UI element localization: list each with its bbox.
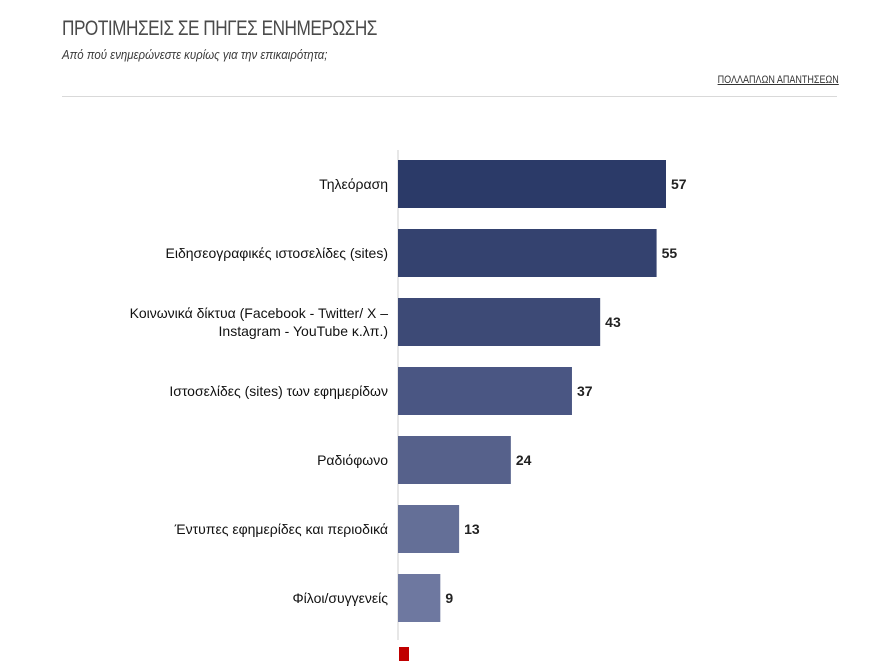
data-label: 9 [445,590,453,606]
bar [398,229,657,277]
red-marker [399,647,409,661]
category-label: Φίλοι/συγγενείς [293,590,389,606]
multiple-answers-note: ΠΟΛΛΑΠΛΩΝ ΑΠΑΝΤΗΣΕΩΝ [717,74,839,86]
category-label: Ραδιόφωνο [317,452,388,468]
data-label: 57 [671,176,687,192]
data-label: 24 [516,452,532,468]
data-label: 13 [464,521,480,537]
bar [398,505,460,553]
chart-title: ΠΡΟΤΙΜΗΣΕΙΣ ΣΕ ΠΗΓΕΣ ΕΝΗΜΕΡΩΣΗΣ [62,17,377,40]
chart-subtitle: Από πού ενημερώνεστε κυρίως για την επικ… [62,47,328,62]
header-divider [62,96,837,97]
category-label: Ειδησεογραφικές ιστοσελίδες (sites) [166,245,388,261]
category-label: Τηλεόραση [319,176,388,192]
bar [398,574,441,622]
data-label: 55 [662,245,678,261]
category-label: Ιστοσελίδες (sites) των εφημερίδων [169,383,388,399]
bar [398,436,511,484]
category-label: Κοινωνικά δίκτυα (Facebook - Twitter/ X … [130,305,389,339]
data-label: 43 [605,314,621,330]
bar [398,160,666,208]
category-label: Έντυπες εφημερίδες και περιοδικά [174,521,388,537]
bar [398,367,572,415]
data-label: 37 [577,383,593,399]
bar [398,298,601,346]
